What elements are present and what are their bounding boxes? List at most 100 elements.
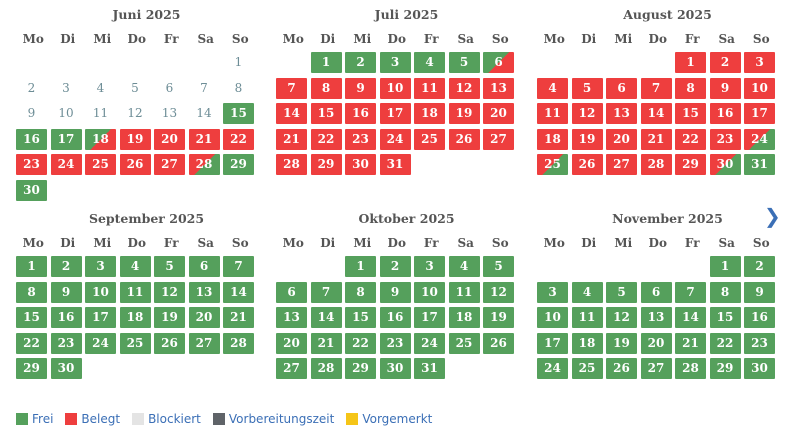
day-changeover[interactable]: 24	[744, 128, 775, 150]
day-booked[interactable]: 27	[483, 128, 514, 150]
day-free[interactable]: 23	[50, 332, 82, 354]
day-booked[interactable]: 9	[709, 77, 741, 99]
day-changeover[interactable]: 30	[709, 154, 741, 175]
day-free[interactable]: 15	[345, 307, 376, 328]
day-free[interactable]: 5	[154, 256, 185, 277]
day-free[interactable]: 17	[414, 307, 445, 328]
day-free[interactable]: 11	[448, 281, 480, 303]
day-free[interactable]: 13	[276, 307, 307, 328]
day-booked[interactable]: 17	[744, 103, 775, 124]
day-free[interactable]: 13	[640, 307, 672, 328]
day-free[interactable]: 1	[16, 256, 47, 277]
day-booked[interactable]: 28	[276, 154, 307, 175]
day-free[interactable]: 26	[154, 332, 185, 354]
day-booked[interactable]: 20	[483, 103, 514, 124]
day-free[interactable]: 3	[379, 52, 411, 73]
day-free[interactable]: 15	[709, 307, 741, 328]
day-free[interactable]: 7	[675, 281, 706, 303]
day-free[interactable]: 12	[154, 281, 185, 303]
day-free[interactable]: 19	[483, 307, 514, 328]
day-free[interactable]: 25	[571, 358, 603, 379]
day-free[interactable]: 24	[537, 358, 568, 379]
day-booked[interactable]: 19	[571, 128, 603, 150]
day-free[interactable]: 29	[345, 358, 376, 379]
day-free[interactable]: 25	[119, 332, 151, 354]
day-free[interactable]: 16	[379, 307, 411, 328]
day-free[interactable]: 14	[675, 307, 706, 328]
day-free[interactable]: 1	[345, 256, 376, 277]
day-free[interactable]: 16	[50, 307, 82, 328]
day-booked[interactable]: 19	[448, 103, 480, 124]
day-free[interactable]: 21	[675, 332, 706, 354]
day-booked[interactable]: 24	[50, 154, 82, 175]
day-booked[interactable]: 26	[119, 154, 151, 175]
day-booked[interactable]: 8	[675, 77, 706, 99]
day-booked[interactable]: 19	[119, 128, 151, 150]
day-booked[interactable]: 29	[675, 154, 706, 175]
day-free[interactable]: 19	[606, 332, 637, 354]
day-booked[interactable]: 9	[345, 77, 376, 99]
day-booked[interactable]: 5	[571, 77, 603, 99]
day-changeover[interactable]: 18	[85, 128, 116, 150]
day-free[interactable]: 4	[414, 52, 445, 73]
day-free[interactable]: 23	[744, 332, 775, 354]
day-free[interactable]: 3	[414, 256, 445, 277]
day-free[interactable]: 6	[276, 281, 307, 303]
day-free[interactable]: 29	[16, 358, 47, 379]
day-free[interactable]: 2	[379, 256, 411, 277]
day-free[interactable]: 28	[310, 358, 342, 379]
day-free[interactable]: 18	[119, 307, 151, 328]
day-booked[interactable]: 14	[640, 103, 672, 124]
day-free[interactable]: 22	[709, 332, 741, 354]
day-free[interactable]: 20	[640, 332, 672, 354]
day-booked[interactable]: 25	[414, 128, 445, 150]
day-booked[interactable]: 2	[709, 52, 741, 73]
day-free[interactable]: 10	[537, 307, 568, 328]
day-free[interactable]: 18	[448, 307, 480, 328]
day-free[interactable]: 11	[571, 307, 603, 328]
day-free[interactable]: 29	[223, 154, 254, 175]
day-booked[interactable]: 21	[188, 128, 220, 150]
day-booked[interactable]: 18	[537, 128, 568, 150]
day-free[interactable]: 9	[744, 281, 775, 303]
day-free[interactable]: 13	[188, 281, 220, 303]
day-free[interactable]: 10	[414, 281, 445, 303]
day-free[interactable]: 5	[448, 52, 480, 73]
day-free[interactable]: 14	[223, 281, 254, 303]
day-booked[interactable]: 27	[154, 154, 185, 175]
day-booked[interactable]: 12	[571, 103, 603, 124]
day-free[interactable]: 6	[188, 256, 220, 277]
day-free[interactable]: 24	[414, 332, 445, 354]
day-booked[interactable]: 13	[483, 77, 514, 99]
day-free[interactable]: 16	[744, 307, 775, 328]
day-booked[interactable]: 30	[345, 154, 376, 175]
day-free[interactable]: 1	[709, 256, 741, 277]
day-free[interactable]: 31	[414, 358, 445, 379]
day-free[interactable]: 26	[483, 332, 514, 354]
day-free[interactable]: 2	[744, 256, 775, 277]
day-booked[interactable]: 16	[345, 103, 376, 124]
day-free[interactable]: 17	[85, 307, 116, 328]
day-booked[interactable]: 3	[744, 52, 775, 73]
day-free[interactable]: 8	[16, 281, 47, 303]
day-free[interactable]: 7	[310, 281, 342, 303]
day-free[interactable]: 4	[119, 256, 151, 277]
day-free[interactable]: 17	[537, 332, 568, 354]
day-free[interactable]: 26	[606, 358, 637, 379]
day-booked[interactable]: 11	[414, 77, 445, 99]
day-changeover[interactable]: 28	[188, 154, 220, 175]
day-free[interactable]: 31	[744, 154, 775, 175]
day-booked[interactable]: 10	[744, 77, 775, 99]
day-free[interactable]: 2	[345, 52, 376, 73]
day-free[interactable]: 12	[483, 281, 514, 303]
day-free[interactable]: 14	[310, 307, 342, 328]
day-booked[interactable]: 8	[310, 77, 342, 99]
day-booked[interactable]: 22	[675, 128, 706, 150]
day-free[interactable]: 8	[709, 281, 741, 303]
day-free[interactable]: 15	[16, 307, 47, 328]
day-booked[interactable]: 14	[276, 103, 307, 124]
day-free[interactable]: 25	[448, 332, 480, 354]
day-booked[interactable]: 23	[16, 154, 47, 175]
day-booked[interactable]: 21	[276, 128, 307, 150]
day-booked[interactable]: 23	[709, 128, 741, 150]
